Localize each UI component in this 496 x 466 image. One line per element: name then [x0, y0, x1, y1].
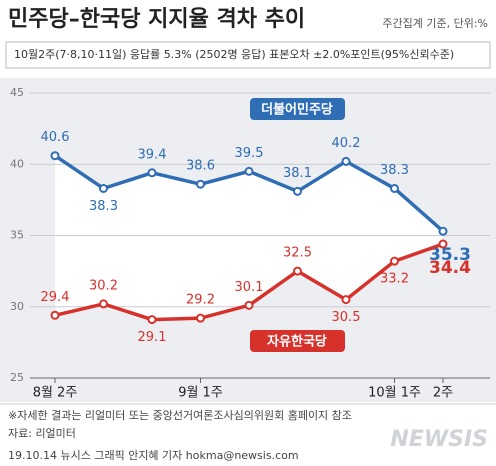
y-tick-label: 35 [10, 229, 24, 242]
y-tick-label: 30 [10, 300, 24, 313]
note-box [5, 41, 491, 69]
point [196, 179, 205, 189]
value-label: 34.4 [429, 258, 471, 278]
value-label: 38.1 [283, 166, 312, 181]
point [50, 310, 60, 320]
point [244, 166, 254, 176]
point [244, 300, 254, 310]
value-label: 39.5 [235, 146, 264, 161]
y-tick-label: 40 [10, 157, 24, 170]
x-tick-label: 8월 2주 [33, 386, 78, 401]
legend-box [250, 98, 345, 120]
value-label: 29.2 [186, 293, 215, 308]
logo: NEWSIS [390, 427, 488, 452]
legend-label: 자유한국당 [267, 334, 327, 350]
y-tick-label: 25 [10, 371, 24, 384]
legend-box [250, 330, 345, 352]
point [293, 186, 302, 196]
footnote: ※자세한 결과는 리얼미터 또는 중앙선거여론조사심의위원회 홈페이지 참조 [8, 408, 352, 422]
chart-title: 민주당–한국당 지지율 격차 추이 [8, 7, 305, 32]
value-label: 32.5 [283, 246, 312, 261]
value-label: 40.2 [332, 136, 361, 151]
y-tick-label: 45 [10, 86, 24, 99]
value-label: 29.1 [138, 330, 167, 345]
point [341, 156, 351, 166]
point [341, 295, 351, 305]
point [99, 299, 108, 309]
value-label: 35.3 [429, 245, 471, 265]
chart-subtitle: 주간집계 기준, 단위:% [382, 17, 488, 30]
point [196, 313, 205, 323]
value-label: 30.5 [332, 310, 361, 325]
credit: 19.10.14 뉴시스 그래픽 안지혜 기자 hokma@newsis.com [8, 449, 299, 462]
point [147, 168, 157, 178]
point [293, 266, 302, 276]
point [390, 256, 399, 266]
point [438, 239, 448, 249]
value-label: 30.2 [89, 278, 118, 293]
x-tick-label: 2주 [433, 386, 453, 401]
value-label: 39.4 [138, 147, 167, 162]
value-label: 29.4 [41, 290, 70, 305]
point [390, 183, 399, 193]
value-label: 38.6 [186, 159, 215, 174]
value-label: 30.1 [235, 280, 264, 295]
point [438, 226, 448, 236]
x-tick-label: 9월 1주 [178, 386, 223, 401]
value-label: 33.2 [380, 272, 409, 287]
value-label: 40.6 [41, 130, 70, 145]
point [147, 315, 157, 325]
x-tick-label: 10월 1주 [368, 386, 421, 401]
legend-label: 더불어민주당 [261, 102, 333, 118]
value-label: 38.3 [89, 199, 118, 214]
point [50, 151, 60, 161]
note: 10월2주(7·8,10·11일) 응답률 5.3% (2502명 응답) 표본… [14, 47, 454, 61]
point [99, 183, 108, 193]
value-label: 38.3 [380, 163, 409, 178]
source: 자료: 리얼미터 [8, 426, 76, 440]
gap-band [55, 155, 443, 320]
